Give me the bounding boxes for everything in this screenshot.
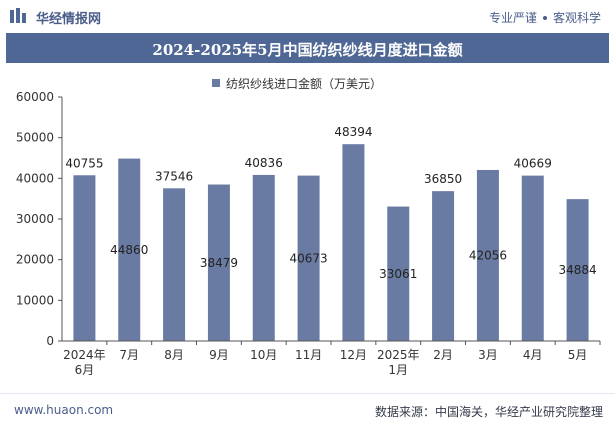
legend-swatch bbox=[212, 79, 220, 87]
y-tick-label: 20000 bbox=[16, 253, 54, 267]
chart-title: 2024-2025年5月中国纺织纱线月度进口金额 bbox=[152, 41, 463, 59]
bar bbox=[476, 169, 499, 341]
bar bbox=[163, 188, 186, 341]
bar bbox=[566, 199, 589, 341]
tag-objective: 客观科学 bbox=[552, 11, 601, 25]
x-tick-label: 2024年 6月 bbox=[63, 348, 106, 377]
legend-label: 纺织纱线进口金额（万美元） bbox=[226, 76, 382, 91]
data-label: 38479 bbox=[200, 256, 238, 270]
bar bbox=[342, 144, 365, 341]
y-tick-label: 60000 bbox=[16, 90, 54, 104]
separator-dot-icon bbox=[542, 15, 547, 20]
data-label: 37546 bbox=[155, 169, 193, 183]
x-tick-label: 10月 bbox=[250, 348, 277, 362]
x-tick-label: 7月 bbox=[119, 348, 139, 362]
footer-website: www.huaon.com bbox=[14, 403, 114, 417]
y-tick-label: 10000 bbox=[16, 293, 54, 307]
bar bbox=[73, 175, 96, 341]
y-tick-label: 40000 bbox=[16, 171, 54, 185]
header-bar: 华经情报网 专业严谨 客观科学 bbox=[0, 0, 615, 33]
bar-chart: 纺织纱线进口金额（万美元） 0 10000 20000 30000 40000 50000… bbox=[16, 76, 601, 377]
y-tick-label: 30000 bbox=[16, 212, 54, 226]
data-labels-group: 40755 44860 37546 38479 40836 40673 48394 33061… bbox=[65, 125, 596, 281]
bar bbox=[297, 175, 320, 341]
data-label: 48394 bbox=[334, 125, 372, 139]
bar bbox=[521, 175, 544, 341]
chart-legend: 纺织纱线进口金额（万美元） bbox=[212, 76, 382, 91]
x-tick-label: 9月 bbox=[209, 348, 229, 362]
brand-name: 华经情报网 bbox=[36, 12, 102, 27]
bar bbox=[207, 184, 230, 341]
x-tick-label: 12月 bbox=[340, 348, 367, 362]
x-tick-label: 2025年 1月 bbox=[377, 348, 420, 377]
y-axis: 0 10000 20000 30000 40000 50000 60000 bbox=[16, 90, 63, 348]
bar bbox=[118, 158, 141, 341]
data-label: 34884 bbox=[558, 263, 596, 277]
data-label: 40836 bbox=[245, 156, 283, 170]
x-tick-label: 11月 bbox=[295, 348, 322, 362]
data-label: 44860 bbox=[110, 243, 148, 257]
tag-professional: 专业严谨 bbox=[488, 11, 537, 25]
title-bar: 2024-2025年5月中国纺织纱线月度进口金额 bbox=[6, 33, 609, 63]
y-tick-label: 50000 bbox=[16, 131, 54, 145]
x-axis: 2024年 6月 7月 8月 9月 10月 11月 12月 2025年 1月 2月 3月 4月 5月 bbox=[62, 340, 601, 377]
x-tick-label: 3月 bbox=[478, 348, 498, 362]
data-label: 40673 bbox=[289, 251, 327, 265]
x-tick-label: 4月 bbox=[523, 348, 543, 362]
data-label: 36850 bbox=[424, 172, 462, 186]
y-tick-label: 0 bbox=[46, 334, 54, 348]
bars-group bbox=[73, 144, 589, 341]
data-label: 33061 bbox=[379, 267, 417, 281]
data-label: 40755 bbox=[65, 156, 103, 170]
x-tick-label: 5月 bbox=[568, 348, 588, 362]
data-label: 40669 bbox=[514, 157, 552, 171]
footer-bar: www.huaon.com 数据来源：中国海关，华经产业研究院整理 bbox=[0, 393, 615, 428]
bar bbox=[252, 174, 275, 341]
header-tags: 专业严谨 客观科学 bbox=[489, 9, 601, 26]
x-tick-label: 2月 bbox=[433, 348, 453, 362]
bar bbox=[387, 206, 410, 341]
bar bbox=[432, 191, 455, 341]
logo-icon bbox=[10, 8, 26, 23]
footer-source: 数据来源：中国海关，华经产业研究院整理 bbox=[374, 405, 603, 419]
data-label: 42056 bbox=[469, 248, 507, 262]
x-tick-label: 8月 bbox=[164, 348, 184, 362]
